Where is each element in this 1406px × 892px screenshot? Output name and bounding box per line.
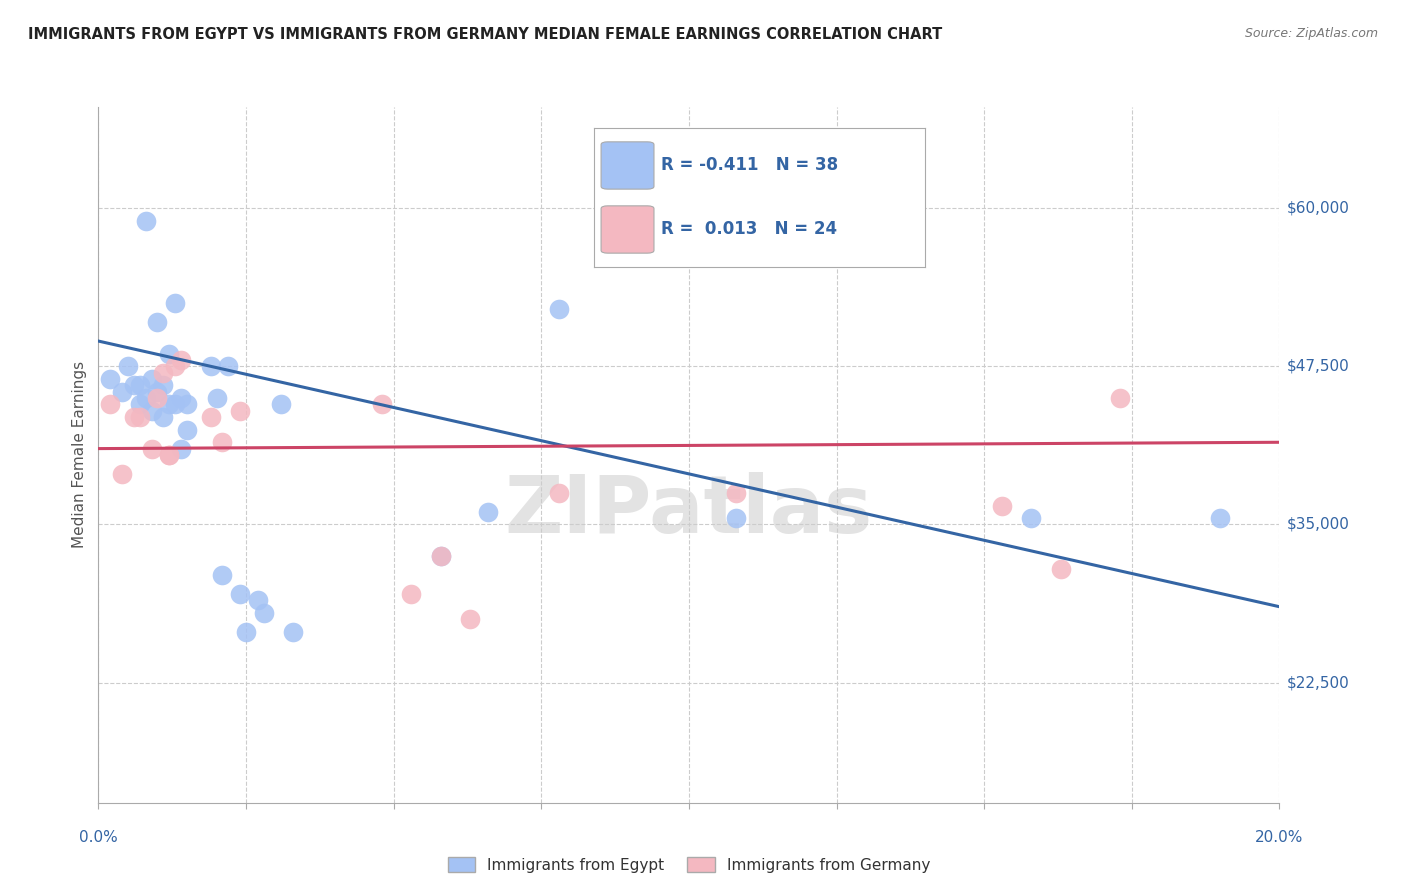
Point	[725, 511, 748, 525]
Point	[170, 353, 193, 368]
Point	[128, 378, 150, 392]
Point	[111, 467, 134, 481]
Point	[98, 372, 121, 386]
Point	[548, 302, 571, 317]
Point	[1050, 562, 1073, 576]
Point	[176, 423, 198, 437]
Text: 20.0%: 20.0%	[1256, 830, 1303, 845]
Point	[253, 606, 276, 620]
Point	[246, 593, 269, 607]
Point	[283, 625, 305, 640]
Text: $47,500: $47,500	[1286, 359, 1350, 374]
Point	[135, 214, 157, 228]
Point	[146, 391, 169, 405]
Point	[152, 366, 174, 380]
Point	[146, 384, 169, 399]
Point	[122, 409, 145, 424]
Point	[211, 568, 233, 582]
Point	[157, 397, 180, 411]
Legend: Immigrants from Egypt, Immigrants from Germany: Immigrants from Egypt, Immigrants from G…	[441, 851, 936, 879]
Point	[141, 403, 163, 417]
Point	[430, 549, 453, 563]
Point	[170, 391, 193, 405]
Point	[122, 378, 145, 392]
Point	[371, 397, 394, 411]
Point	[165, 397, 187, 411]
Point	[200, 409, 222, 424]
Point	[141, 442, 163, 456]
Point	[211, 435, 233, 450]
Point	[165, 296, 187, 310]
Point	[157, 448, 180, 462]
Text: $22,500: $22,500	[1286, 675, 1350, 690]
Point	[1209, 511, 1232, 525]
Point	[205, 391, 228, 405]
Point	[117, 359, 139, 374]
Text: $60,000: $60,000	[1286, 201, 1350, 216]
Point	[548, 486, 571, 500]
Point	[270, 397, 292, 411]
Point	[152, 378, 174, 392]
Point	[135, 391, 157, 405]
Point	[176, 397, 198, 411]
Point	[1021, 511, 1043, 525]
Point	[111, 384, 134, 399]
Text: IMMIGRANTS FROM EGYPT VS IMMIGRANTS FROM GERMANY MEDIAN FEMALE EARNINGS CORRELAT: IMMIGRANTS FROM EGYPT VS IMMIGRANTS FROM…	[28, 27, 942, 42]
Point	[170, 442, 193, 456]
Text: ZIPatlas: ZIPatlas	[505, 472, 873, 549]
Point	[229, 587, 252, 601]
Point	[725, 486, 748, 500]
Text: Source: ZipAtlas.com: Source: ZipAtlas.com	[1244, 27, 1378, 40]
Point	[991, 499, 1014, 513]
Point	[235, 625, 257, 640]
Point	[844, 239, 866, 253]
Point	[141, 372, 163, 386]
Point	[1109, 391, 1132, 405]
Point	[401, 587, 423, 601]
Point	[157, 347, 180, 361]
Point	[165, 359, 187, 374]
Point	[217, 359, 239, 374]
Text: $35,000: $35,000	[1286, 517, 1350, 532]
Point	[128, 409, 150, 424]
Point	[157, 448, 180, 462]
Text: 0.0%: 0.0%	[79, 830, 118, 845]
Point	[460, 612, 482, 626]
Point	[477, 505, 499, 519]
Point	[229, 403, 252, 417]
Point	[152, 409, 174, 424]
Point	[98, 397, 121, 411]
Point	[128, 397, 150, 411]
Y-axis label: Median Female Earnings: Median Female Earnings	[72, 361, 87, 549]
Point	[146, 315, 169, 329]
Point	[200, 359, 222, 374]
Point	[430, 549, 453, 563]
